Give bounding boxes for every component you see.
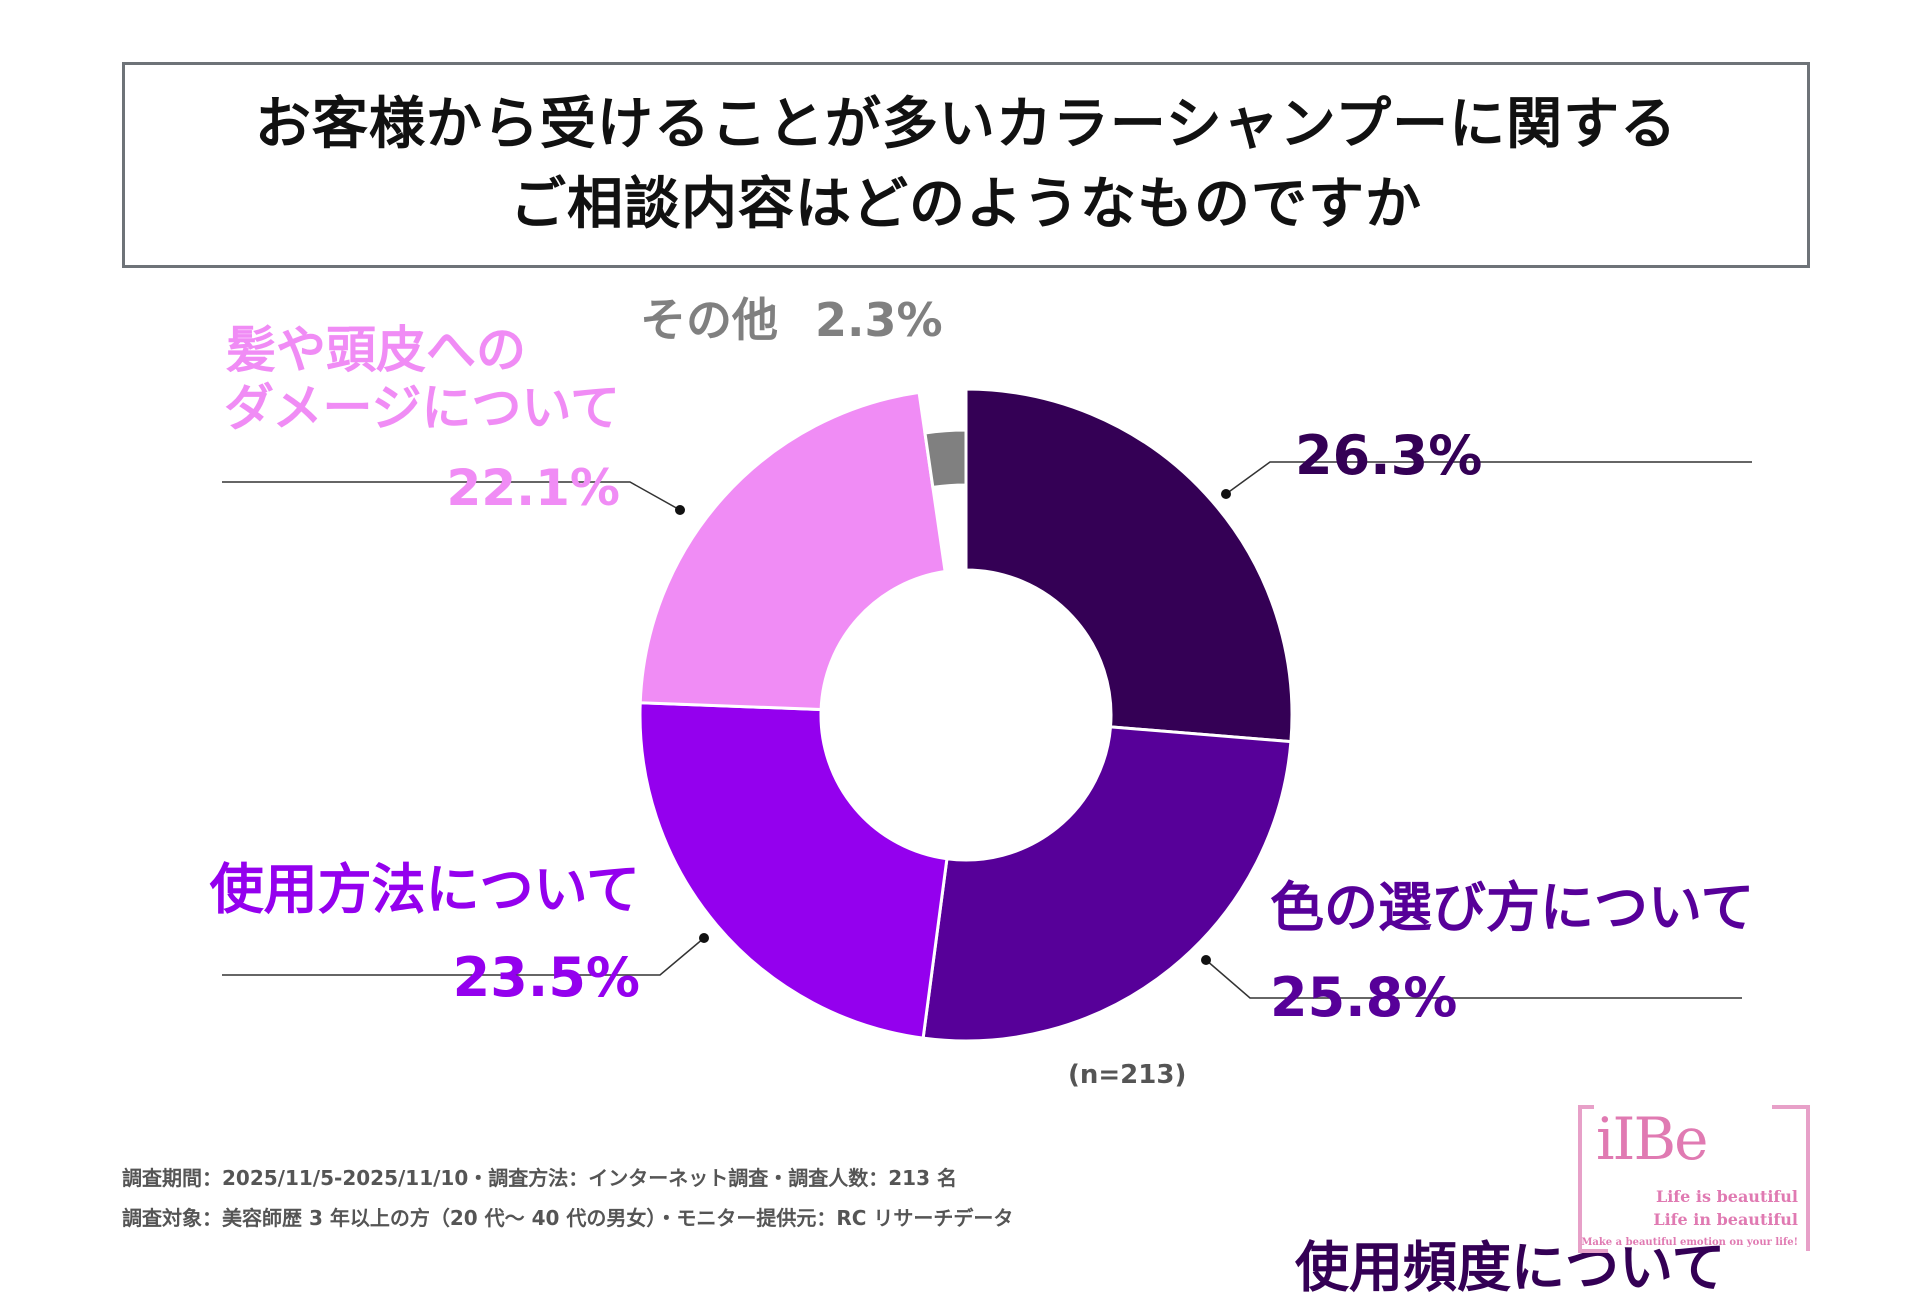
sample-size-label: (n=213) (1068, 1060, 1187, 1090)
leader-dot-2 (1201, 955, 1211, 965)
leader-line-1 (1225, 461, 1752, 495)
slice-label-3-line-1: 使用方法について (209, 858, 640, 922)
slice-value-label-5: 2.3% (815, 292, 943, 347)
leader-dot-1 (1221, 489, 1231, 499)
logo-tagline-2: Life in beautiful (1653, 1210, 1798, 1229)
slice-value-label-1: 26.3% (1295, 424, 1483, 488)
slice-label-4-line-1: 髪や頭皮への (226, 321, 526, 379)
leader-line-2 (1205, 959, 1742, 999)
chart-title-line2: ご相談内容はどのようなものですか (510, 172, 1422, 237)
logo-frame (1578, 1105, 1810, 1253)
leader-dot-4 (675, 505, 685, 515)
leader-line-4 (222, 481, 681, 511)
slice-value-label-3: 23.5% (452, 946, 640, 1010)
leader-lines (222, 461, 1752, 999)
title-box: お客様から受けることが多いカラーシャンプーに関する ご相談内容はどのようなもので… (122, 62, 1810, 268)
slice-3 (638, 701, 949, 1040)
chart-title-line1: お客様から受けることが多いカラーシャンプーに関する (254, 92, 1678, 157)
logo-tagline-1: Life is beautiful (1655, 1187, 1798, 1206)
ilbe-logo: iIBe Life is beautiful Life in beautiful… (1572, 1105, 1812, 1255)
survey-footnote-1: 調査期間：2025/11/5-2025/11/10・調査方法：インターネット調査… (122, 1166, 957, 1190)
donut-slices (638, 387, 1294, 1043)
leader-line-3 (222, 937, 705, 976)
logo-wordmark: iIBe (1596, 1105, 1708, 1173)
survey-footnote-2: 調査対象：美容師歴 3 年以上の方（20 代～ 40 代の男女）・モニター提供元… (122, 1206, 1014, 1230)
slice-label-4-line-2: ダメージについて (224, 379, 620, 437)
slice-4 (638, 390, 947, 712)
slice-2 (921, 725, 1293, 1043)
slice-label-5-line-1: その他 (640, 292, 778, 347)
slice-label-2-line-1: 色の選び方について (1270, 876, 1755, 940)
slice-1 (964, 387, 1294, 744)
leader-dot-3 (699, 933, 709, 943)
slice-5 (923, 428, 968, 490)
slice-value-label-4: 22.1% (446, 459, 620, 517)
slice-value-label-2: 25.8% (1270, 966, 1458, 1030)
logo-tagline-3: Make a beautiful emotion on your life! (1581, 1237, 1798, 1248)
